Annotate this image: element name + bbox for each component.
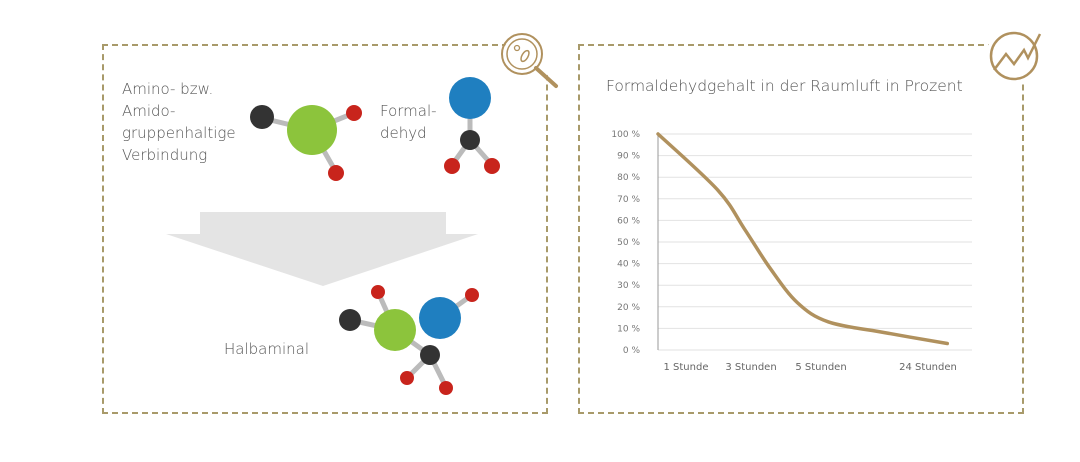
formaldehyde-molecule	[444, 77, 500, 174]
label-line: Amino- bzw.	[122, 80, 214, 98]
reaction-panel	[102, 44, 548, 414]
reactant1-label: Amino- bzw. Amido- gruppenhaltige Verbin…	[122, 78, 236, 166]
y-tick-label: 60 %	[617, 216, 640, 226]
x-tick-label: 5 Stunden	[795, 362, 846, 373]
label-line: Amido-	[122, 102, 176, 120]
magnifier-bacteria-icon	[501, 32, 558, 88]
y-tick-label: 70 %	[617, 195, 640, 205]
hemiaminal-molecule	[339, 285, 479, 395]
y-tick-label: 20 %	[617, 303, 640, 313]
chart-panel	[578, 44, 1024, 414]
reaction-arrow	[166, 212, 478, 286]
chart-title: Formaldehydgehalt in der Raumluft in Pro…	[606, 77, 963, 95]
y-tick-label: 80 %	[617, 173, 640, 183]
x-tick-label: 1 Stunde	[664, 362, 709, 373]
product-label: Halbaminal	[224, 340, 309, 358]
y-tick-label: 0 %	[623, 346, 641, 356]
x-tick-label: 24 Stunden	[899, 362, 957, 373]
y-tick-label: 40 %	[617, 260, 640, 270]
y-tick-label: 10 %	[617, 324, 640, 334]
amine-molecule	[250, 105, 362, 181]
y-tick-label: 90 %	[617, 152, 640, 162]
label-line: Verbindung	[122, 146, 208, 164]
label-line: Formal-	[380, 102, 437, 120]
reactant2-label: Formal- dehyd	[380, 100, 437, 144]
y-tick-label: 30 %	[617, 281, 640, 291]
label-line: gruppenhaltige	[122, 124, 236, 142]
y-tick-label: 50 %	[617, 238, 640, 248]
x-tick-label: 3 Stunden	[725, 362, 776, 373]
rising-chart-icon	[986, 28, 1042, 84]
y-tick-label: 100 %	[611, 130, 640, 140]
series-line	[656, 132, 950, 346]
label-line: dehyd	[380, 124, 427, 142]
